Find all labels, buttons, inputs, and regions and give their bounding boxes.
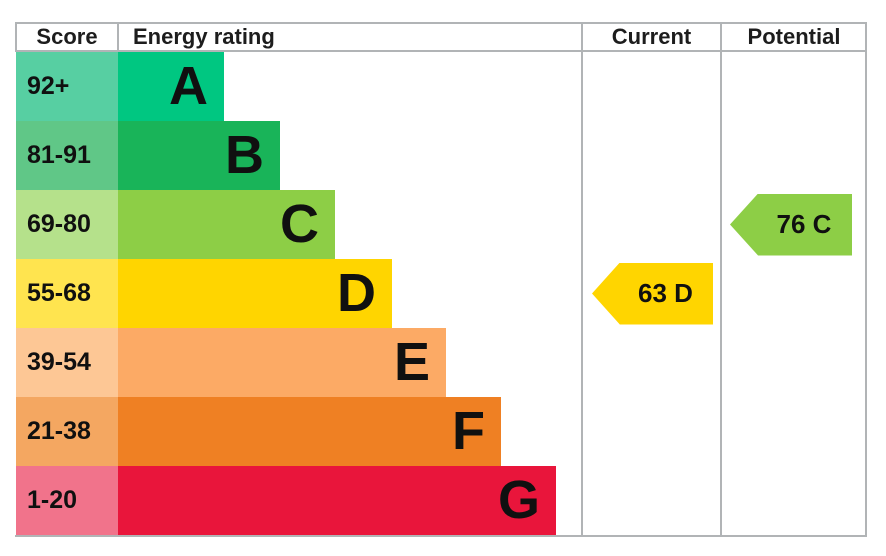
band-bar: E <box>118 328 446 397</box>
band-letter: C <box>280 194 319 254</box>
band-score-range: 92+ <box>27 72 70 100</box>
band-letter: A <box>169 56 208 116</box>
band-row: 55-68 D <box>16 259 867 328</box>
potential-rating-arrow: 76 C <box>730 193 852 256</box>
band-score-range: 81-91 <box>27 141 91 169</box>
band-row: 21-38 F <box>16 397 867 466</box>
current-rating-label: 63 D <box>638 278 693 308</box>
band-bar: B <box>118 121 280 190</box>
band-letter: E <box>393 332 430 392</box>
band-bar: G <box>118 466 556 535</box>
band-bar: C <box>118 190 335 259</box>
band-score-cell: 81-91 <box>16 121 118 190</box>
column-header-energy-rating: Energy rating <box>133 24 275 49</box>
band-score-cell: 69-80 <box>16 190 118 259</box>
band-bar: F <box>118 397 501 466</box>
column-header-score: Score <box>36 24 98 49</box>
band-score-cell: 39-54 <box>16 328 118 397</box>
potential-rating-label: 76 C <box>776 209 832 239</box>
band-row: 92+ A <box>16 52 867 121</box>
band-letter: B <box>225 125 264 185</box>
table-bottom-border <box>15 535 867 537</box>
header-left-border <box>15 22 17 50</box>
current-column-left-divider <box>581 22 583 537</box>
band-row: 39-54 E <box>16 328 867 397</box>
band-score-range: 1-20 <box>27 486 78 514</box>
table-top-border <box>15 22 867 24</box>
column-header-potential: Potential <box>747 24 841 49</box>
band-score-cell: 21-38 <box>16 397 118 466</box>
band-score-cell: 92+ <box>16 52 118 121</box>
potential-column-left-divider <box>720 22 722 537</box>
band-row: 81-91 B <box>16 121 867 190</box>
band-score-range: 21-38 <box>27 417 91 445</box>
header-bottom-border <box>15 50 867 52</box>
score-column-divider <box>117 22 119 50</box>
band-score-range: 55-68 <box>27 279 91 307</box>
band-letter: F <box>452 401 485 461</box>
band-row: 69-80 C <box>16 190 867 259</box>
band-score-cell: 1-20 <box>16 466 118 535</box>
band-letter: D <box>337 263 376 323</box>
band-score-range: 69-80 <box>27 210 91 238</box>
column-header-current: Current <box>611 24 692 49</box>
band-bar: A <box>118 52 224 121</box>
current-rating-arrow: 63 D <box>592 262 713 325</box>
band-score-cell: 55-68 <box>16 259 118 328</box>
band-score-range: 39-54 <box>27 348 91 376</box>
band-letter: G <box>497 470 540 530</box>
band-bar: D <box>118 259 392 328</box>
band-row: 1-20 G <box>16 466 867 535</box>
energy-band-rows: 92+ A 81-91 B 69-80 C 55-68 D <box>16 52 867 535</box>
table-right-border <box>865 22 867 537</box>
